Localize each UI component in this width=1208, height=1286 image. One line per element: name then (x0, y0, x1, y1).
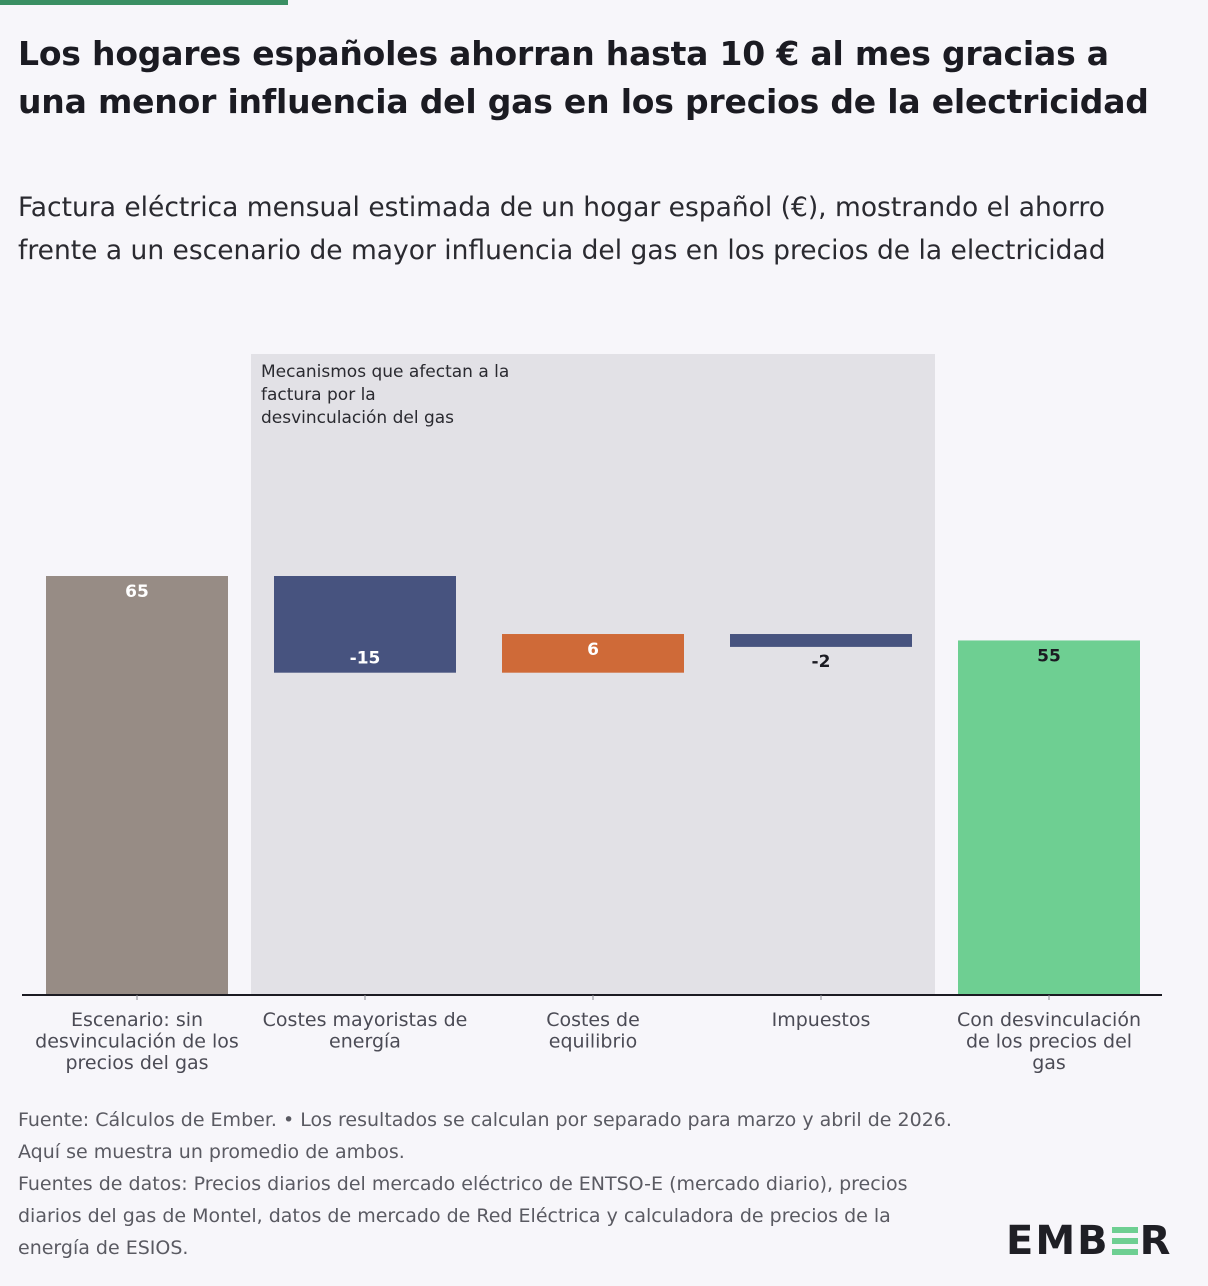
annotation-label-line: factura por la (261, 385, 376, 405)
bar-3 (502, 634, 684, 673)
x-tick-label: Costes mayoristas de (263, 1009, 468, 1031)
waterfall-chart: Mecanismos que afectan a la factura por l… (22, 354, 1162, 1074)
value-label-1: 65 (125, 582, 149, 602)
value-label-2: -15 (350, 649, 381, 669)
x-tick-label: energía (329, 1031, 401, 1053)
value-label-4: -2 (812, 652, 831, 672)
ember-logo: EMBER (1006, 1218, 1173, 1264)
bar-1 (46, 576, 228, 995)
x-tick-label: desvinculación de los (35, 1031, 239, 1053)
x-tick-label: de los precios del (966, 1031, 1132, 1053)
annotation-band (251, 354, 935, 995)
bar-5 (958, 640, 1140, 995)
chart-subtitle: Factura eléctrica mensual estimada de un… (18, 192, 1106, 266)
x-tick-label: gas (1032, 1052, 1066, 1074)
data-sources-note: Fuentes de datos: Precios diarios del me… (18, 1173, 908, 1259)
x-tick-label: precios del gas (65, 1052, 208, 1074)
bar-2 (274, 576, 456, 673)
footer: Fuente: Cálculos de Ember. • Los resulta… (18, 1104, 958, 1264)
chart-title: Los hogares españoles ahorran hasta 10 €… (18, 34, 1149, 121)
value-label-3: 6 (587, 640, 599, 660)
x-tick-label: Impuestos (772, 1009, 871, 1031)
annotation-label-line: desvinculación del gas (261, 408, 454, 428)
x-tick-label: Costes de (546, 1009, 640, 1031)
bar-4 (730, 634, 912, 647)
x-tick-label: equilibrio (549, 1031, 637, 1053)
source-note: Fuente: Cálculos de Ember. • Los resulta… (18, 1109, 952, 1163)
annotation-label-line: Mecanismos que afectan a la (261, 362, 509, 382)
value-label-5: 55 (1037, 646, 1061, 666)
x-tick-label: Con desvinculación (957, 1009, 1141, 1031)
accent-bar (0, 0, 288, 5)
x-tick-label: Escenario: sin (71, 1009, 203, 1031)
